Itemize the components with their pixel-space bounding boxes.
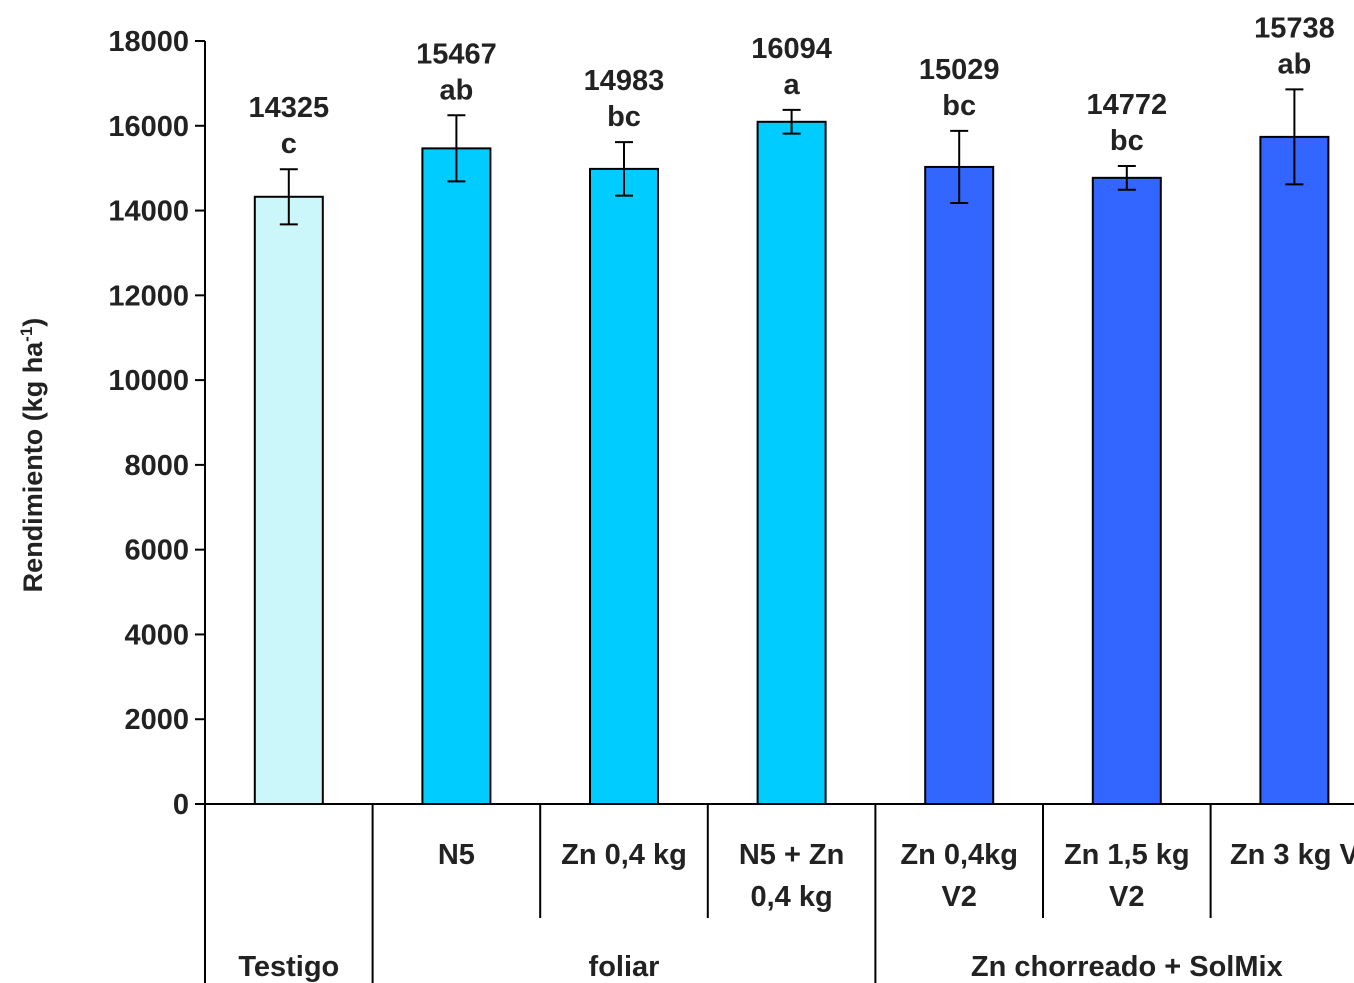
bars <box>253 120 1330 806</box>
category-label: V2 <box>1109 881 1144 913</box>
category-label: V2 <box>941 881 976 913</box>
category-table: N5 Zn 0,4 kg N5 + Zn 0,4 kg Zn 0,4kg V2 Zn 1,5… <box>204 804 1354 983</box>
bar <box>1259 135 1330 805</box>
data-label: 15467 <box>416 38 497 70</box>
y-tick-label: 12000 <box>108 280 189 312</box>
y-tick-label: 18000 <box>108 26 189 58</box>
data-label: 15029 <box>919 54 1000 86</box>
significance-label: c <box>281 128 297 160</box>
significance-label: a <box>784 69 801 101</box>
y-tick-label: 16000 <box>108 111 189 143</box>
data-label: 16094 <box>751 33 832 65</box>
bar <box>589 167 659 806</box>
category-label: Zn 1,5 kg <box>1064 839 1190 871</box>
group-label: foliar <box>589 951 660 983</box>
significance-label: bc <box>942 90 976 122</box>
y-axis-title-main: Rendimiento (kg ha <box>18 341 48 592</box>
y-axis: 0 2000 4000 6000 8000 10000 12000 14000 16000 180… <box>108 26 1354 821</box>
data-labels: c 14325 ab 15467 bc 14983 a 16094 bc 15029 bc 14772… <box>248 12 1334 160</box>
bar <box>756 120 827 806</box>
error-bars <box>279 88 1304 226</box>
category-label: N5 + Zn <box>739 839 845 871</box>
y-tick-label: 14000 <box>108 196 189 228</box>
group-label: Zn chorreado + SolMix <box>971 951 1283 983</box>
significance-label: ab <box>439 74 473 106</box>
bar <box>421 147 492 806</box>
significance-label: bc <box>1110 125 1144 157</box>
y-tick-label: 8000 <box>124 450 189 482</box>
category-label: N5 <box>438 839 475 871</box>
data-label: 14983 <box>584 65 665 97</box>
y-tick-label: 0 <box>173 789 189 821</box>
category-label: Zn 0,4kg <box>900 839 1018 871</box>
y-tick-label: 6000 <box>124 535 189 567</box>
data-label: 14325 <box>248 92 329 124</box>
bar <box>1091 176 1162 805</box>
group-label: Testigo <box>238 951 339 983</box>
y-axis-title-superscript: -1 <box>17 327 36 342</box>
y-tick-label: 4000 <box>124 619 189 651</box>
category-label: Zn 0,4 kg <box>561 839 687 871</box>
significance-label: bc <box>607 101 641 133</box>
bar <box>924 165 995 806</box>
significance-label: ab <box>1277 48 1311 80</box>
data-label: 14772 <box>1086 89 1167 121</box>
bar <box>253 195 324 805</box>
y-axis-title-close: ) <box>18 318 48 327</box>
category-label: 0,4 kg <box>750 881 832 913</box>
y-tick-label: 10000 <box>108 365 189 397</box>
category-label: Zn 3 kg V <box>1230 839 1354 871</box>
y-axis-title: Rendimiento (kg ha-1) <box>17 318 48 593</box>
data-label: 15738 <box>1254 12 1335 44</box>
y-tick-label: 2000 <box>124 704 189 736</box>
